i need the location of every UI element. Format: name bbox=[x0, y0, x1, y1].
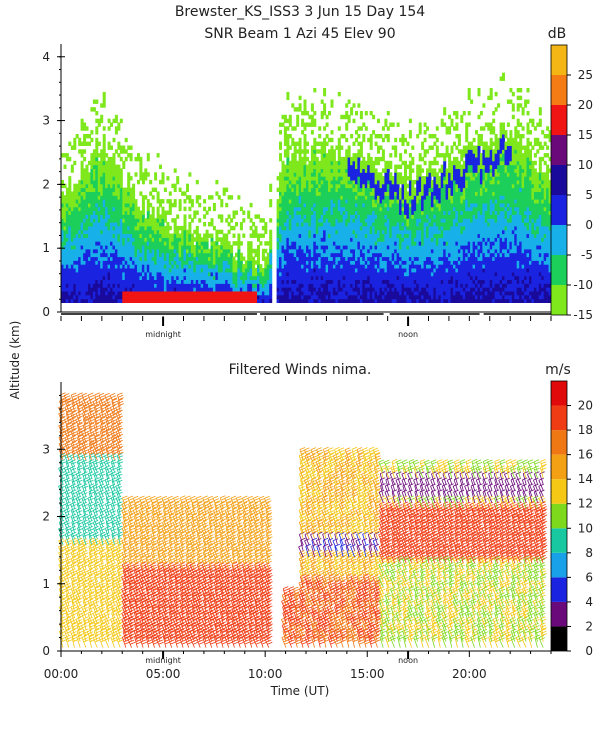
snr-colorbar-band-1 bbox=[551, 255, 567, 285]
snr-colorbar-band-5 bbox=[551, 135, 567, 165]
winds-colorbar-band-6 bbox=[551, 479, 567, 504]
winds-colorbar-tick-label-9: 18 bbox=[578, 423, 593, 437]
winds-barbs bbox=[58, 392, 548, 648]
snr-colorbar-tick-label-3: 0 bbox=[585, 218, 593, 232]
snr-y-tick-label-1: 1 bbox=[42, 241, 50, 255]
winds-y-tick-label-2: 2 bbox=[42, 510, 50, 524]
snr-y-tick-label-0: 0 bbox=[42, 305, 50, 319]
winds-midnight-label: midnight bbox=[145, 656, 181, 665]
winds-colorbar: 0 2 4 6 8 10 12 14 16 18 20 bbox=[550, 380, 593, 658]
snr-colorbar-band-6 bbox=[551, 105, 567, 135]
winds-colorbar-tick-label-0: 0 bbox=[585, 644, 593, 658]
snr-heatmap-cells bbox=[61, 72, 552, 303]
snr-noon-label: noon bbox=[398, 330, 418, 339]
winds-colorbar-frame bbox=[550, 380, 568, 652]
winds-x-tick-label-1: 05:00 bbox=[146, 667, 181, 681]
winds-colorbar-tick-label-1: 2 bbox=[585, 619, 593, 633]
snr-colorbar-tick-label-7: 20 bbox=[578, 98, 593, 112]
figure-title: Brewster_KS_ISS3 3 Jun 15 Day 154 bbox=[175, 4, 425, 20]
winds-noon-label: noon bbox=[398, 656, 418, 665]
snr-colorbar-band-3 bbox=[551, 195, 567, 225]
snr-colorbar-tick-label-1: -10 bbox=[573, 278, 593, 292]
snr-colorbar-tick-label-6: 15 bbox=[578, 128, 593, 142]
snr-colorbar-band-2 bbox=[551, 225, 567, 255]
snr-colorbar-band-8 bbox=[551, 45, 567, 75]
snr-colorbar-frame bbox=[550, 44, 568, 316]
winds-x-tick-label-3: 15:00 bbox=[350, 667, 385, 681]
winds-plot-area: 0 1 2 3 00:00 05:00 10:00 15:00 20:00 midnight noo… bbox=[42, 382, 552, 681]
winds-x-tick-label-0: 00:00 bbox=[44, 667, 79, 681]
winds-colorbar-unit: m/s bbox=[545, 362, 571, 378]
snr-y-tick-label-4: 4 bbox=[42, 50, 50, 64]
snr-colorbar-band-7 bbox=[551, 75, 567, 105]
winds-y-tick-label-3: 3 bbox=[42, 442, 50, 456]
winds-colorbar-tick-label-4: 8 bbox=[585, 546, 593, 560]
winds-colorbar-band-2 bbox=[551, 577, 567, 602]
snr-colorbar-unit: dB bbox=[548, 26, 567, 42]
winds-colorbar-band-5 bbox=[551, 503, 567, 529]
winds-colorbar-tick-label-7: 14 bbox=[578, 472, 593, 486]
winds-colorbar-band-7 bbox=[551, 454, 567, 480]
snr-colorbar-tick-label-4: 5 bbox=[585, 188, 593, 202]
winds-colorbar-band-4 bbox=[551, 528, 567, 553]
snr-colorbar-tick-label-2: -5 bbox=[581, 248, 593, 262]
winds-colorbar-tick-label-3: 6 bbox=[585, 570, 593, 584]
winds-colorbar-tick-label-2: 4 bbox=[585, 595, 593, 609]
winds-colorbar-band-0 bbox=[551, 626, 567, 651]
snr-y-tick-label-2: 2 bbox=[42, 177, 50, 191]
snr-colorbar: -15 -10 -5 0 5 10 15 20 25 bbox=[550, 44, 593, 322]
winds-colorbar-band-1 bbox=[551, 601, 567, 627]
snr-plot-area: 0 1 2 3 4 midnight noon bbox=[42, 44, 552, 339]
winds-x-tick-label-4: 20:00 bbox=[452, 667, 487, 681]
winds-colorbar-tick-label-8: 16 bbox=[578, 448, 593, 462]
altitude-axis-label: Altitude (km) bbox=[8, 321, 22, 400]
winds-x-tick-label-2: 10:00 bbox=[248, 667, 283, 681]
snr-colorbar-band-4 bbox=[551, 165, 567, 195]
winds-colorbar-tick-label-6: 12 bbox=[578, 497, 593, 511]
winds-y-tick-label-1: 1 bbox=[42, 577, 50, 591]
snr-colorbar-tick-label-8: 25 bbox=[578, 68, 593, 82]
snr-colorbar-tick-label-5: 10 bbox=[578, 158, 593, 172]
snr-y-tick-label-3: 3 bbox=[42, 114, 50, 128]
winds-colorbar-band-9 bbox=[551, 405, 567, 431]
snr-panel-title: SNR Beam 1 Azi 45 Elev 90 bbox=[204, 26, 395, 42]
winds-colorbar-band-8 bbox=[551, 430, 567, 455]
winds-colorbar-tick-label-10: 20 bbox=[578, 399, 593, 413]
time-axis-label: Time (UT) bbox=[270, 684, 330, 698]
snr-colorbar-band-0 bbox=[551, 285, 567, 315]
winds-panel-title: Filtered Winds nima. bbox=[229, 362, 372, 378]
winds-colorbar-tick-label-5: 10 bbox=[578, 521, 593, 535]
winds-colorbar-band-10 bbox=[551, 381, 567, 406]
snr-midnight-label: midnight bbox=[145, 330, 181, 339]
snr-colorbar-tick-label-0: -15 bbox=[573, 308, 593, 322]
winds-y-tick-label-0: 0 bbox=[42, 644, 50, 658]
winds-colorbar-band-3 bbox=[551, 552, 567, 578]
